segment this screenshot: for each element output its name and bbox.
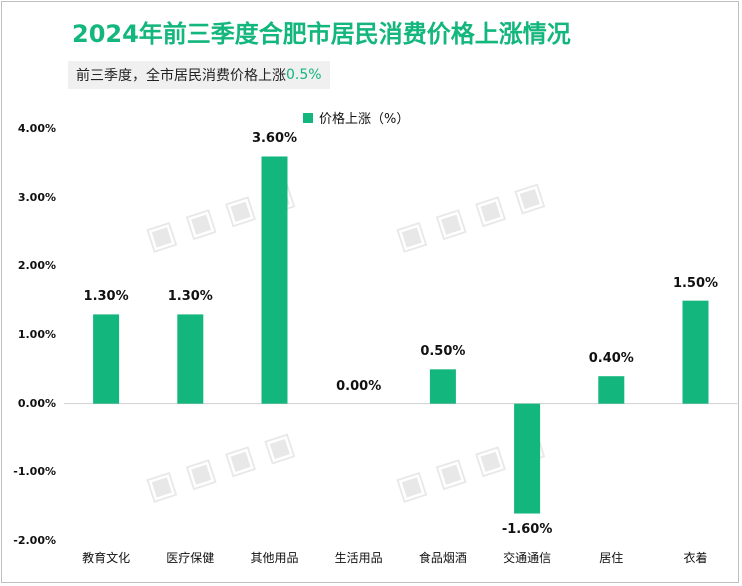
x-tick-label-6: 居住 — [599, 551, 624, 565]
x-tick-label-1: 医疗保健 — [166, 551, 215, 565]
subtitle-box: 前三季度，全市居民消费价格上涨 0.5% — [68, 61, 330, 89]
y-tick-label: 2.00% — [17, 259, 56, 273]
data-label-2: 3.60% — [251, 131, 298, 147]
data-label-7: 1.50% — [672, 275, 719, 291]
bar-0 — [93, 314, 120, 404]
data-label-5: -1.60% — [501, 521, 553, 537]
bar-5 — [514, 403, 541, 514]
watermark-mark-1: ▣ ▣ ▣ ▣ — [391, 174, 550, 258]
subtitle-value: 0.5% — [286, 67, 322, 83]
chart-title: 2024年前三季度合肥市居民消费价格上涨情况 — [72, 20, 571, 48]
y-tick-label: 4.00% — [17, 122, 56, 135]
legend: 价格上涨（%） — [303, 108, 409, 127]
x-tick-label-7: 衣着 — [683, 551, 708, 565]
x-tick-label-0: 教育文化 — [82, 551, 131, 565]
bar-4 — [429, 369, 456, 404]
x-tick-label-3: 生活用品 — [334, 551, 383, 565]
subtitle-text: 前三季度，全市居民消费价格上涨 — [76, 68, 286, 84]
legend-swatch — [303, 112, 313, 123]
x-tick-label-2: 其他用品 — [250, 551, 299, 565]
x-tick-label-4: 食品烟酒 — [418, 551, 467, 565]
y-tick-label: -2.00% — [13, 534, 56, 547]
data-label-6: 0.40% — [588, 351, 634, 367]
data-label-3: 0.00% — [336, 378, 382, 394]
data-label-0: 1.30% — [83, 289, 129, 305]
y-tick-label: -1.00% — [13, 465, 56, 479]
bar-7 — [682, 300, 709, 404]
data-label-1: 1.30% — [167, 289, 213, 305]
bar-2 — [261, 156, 288, 404]
data-label-4: 0.50% — [420, 344, 466, 360]
y-tick-label: 0.00% — [17, 396, 56, 410]
watermark-mark-2: ▣ ▣ ▣ ▣ — [141, 424, 300, 508]
legend-label: 价格上涨（%） — [319, 112, 410, 127]
x-tick-label-5: 交通通信 — [503, 551, 552, 565]
bar-1 — [177, 314, 204, 404]
y-tick-label: 1.00% — [17, 328, 56, 341]
y-tick-label: 3.00% — [17, 190, 56, 204]
bar-6 — [598, 376, 625, 404]
